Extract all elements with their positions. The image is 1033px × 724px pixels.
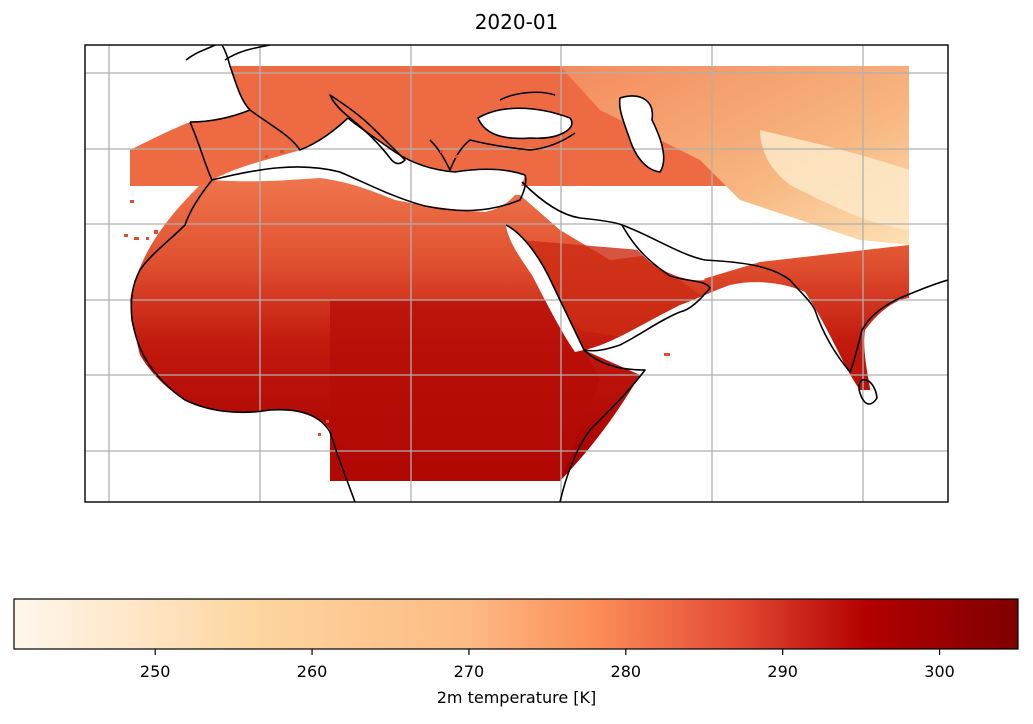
islands	[124, 150, 670, 436]
colorbar-ticks	[154, 649, 941, 655]
coastlines	[130, 45, 948, 502]
colorbar-tick-label-290: 290	[767, 662, 798, 681]
sea-areas	[85, 45, 948, 502]
colorbar-tick-label-250: 250	[139, 662, 171, 681]
colorbar	[13, 598, 1019, 650]
map-frame	[84, 44, 949, 503]
colorbar-tick-label-260: 260	[296, 662, 328, 681]
colorbar-tick-label-300: 300	[924, 662, 955, 681]
colorbar-tick-label-270: 270	[453, 662, 485, 681]
colorbar-label: 2m temperature [K]	[436, 688, 597, 707]
map-title: 2020-01	[474, 10, 559, 34]
colorbar-tick-label-280: 280	[610, 662, 642, 681]
